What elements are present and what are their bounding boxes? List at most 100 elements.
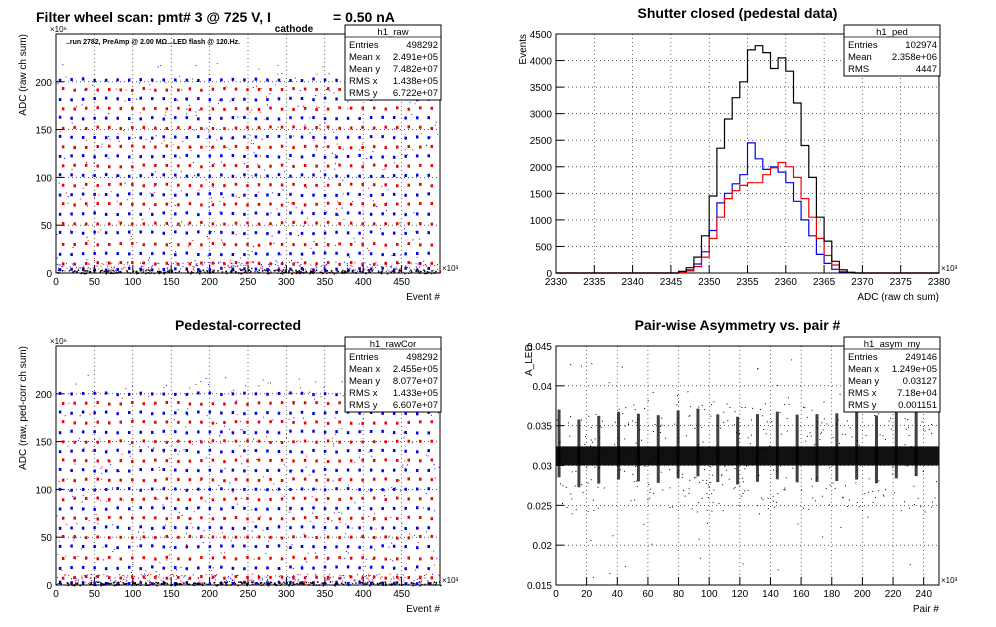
point-outlier [693,477,695,479]
point-on [116,174,119,178]
point-off [349,182,353,186]
point-outlier [559,442,561,444]
point-outlier [780,433,782,435]
point-stray [412,239,414,241]
point-outlier [713,401,715,403]
point-stray [183,576,185,578]
point-stray [153,403,155,405]
point-on [174,193,177,197]
point-stray [118,140,120,142]
point-outlier [722,510,724,512]
point-stray [81,268,83,270]
point-outlier [859,455,861,457]
y-axis-title: ADC (raw, ped-corr ch sum) [18,346,29,470]
point-stray [306,576,308,578]
point-off [395,242,399,246]
point-base [384,581,387,583]
point-base [347,270,349,273]
point-on [197,213,200,217]
point-outlier [635,422,637,424]
point-off [200,220,203,224]
point-outlier [829,504,831,506]
point-stray [282,582,284,584]
point-stray [424,574,426,576]
point-on [346,116,350,120]
point-stray [287,202,289,204]
x-tick-label: 50 [89,277,101,288]
point-on [415,565,419,569]
point-base [262,269,264,272]
point-on [139,567,142,571]
point-stray [192,574,194,576]
y-tick-label: 0 [46,269,52,280]
point-outlier [727,458,729,460]
point-off [188,534,192,538]
x-tick-label: 160 [793,589,810,600]
point-stray [108,500,110,502]
point-on [323,96,327,100]
point-stray [414,535,416,537]
point-on [358,430,361,434]
point-on [197,526,200,530]
point-outlier [844,434,846,436]
point-stray [428,212,430,214]
point-off [200,203,203,207]
point-on [346,487,350,491]
point-stray [207,261,209,263]
point-stray [434,468,436,470]
point-stray [324,272,326,274]
point-on [162,211,166,215]
point-on [254,252,258,256]
point-outlier [688,488,690,490]
point-on [70,78,73,82]
point-stray [155,171,157,173]
point-base [113,272,115,275]
stats-label: Mean [848,52,872,63]
point-on [243,267,246,271]
point-stray [90,573,92,575]
point-stray [84,575,86,577]
point-stray [213,577,215,579]
point-stray [357,574,359,576]
x-tick-label: 2330 [545,277,568,288]
point-stray [117,136,119,138]
point-on [404,252,407,256]
point-on [404,567,407,571]
point-base [123,583,126,585]
point-stray [384,203,386,205]
point-base [196,271,199,273]
point-stray [148,267,150,269]
point-stray [259,127,261,129]
point-off [246,221,249,225]
point-on [277,117,281,121]
header-suffix: = 0.50 nA [333,9,395,25]
point-on [185,153,189,157]
point-off [338,106,341,110]
point-base [360,581,363,584]
point-stray [254,526,256,528]
point-on [151,97,154,101]
point-stray [173,575,175,577]
point-base [371,270,374,272]
point-on [289,546,292,550]
point-on [266,117,269,121]
point-stray [87,582,89,584]
point-outlier [809,432,811,434]
point-stray [165,385,167,387]
point-stray [272,419,274,421]
point-stray [97,231,99,233]
point-outlier [868,478,870,480]
point-base [424,272,427,274]
point-stray [94,583,96,585]
point-on [427,487,430,491]
point-on [127,507,131,511]
point-outlier [846,420,848,422]
x-axis-title: Event # [406,292,440,303]
stats-value: 2.358e+06 [892,52,937,63]
point-on [139,117,142,121]
point-stray [278,267,280,269]
point-outlier [716,469,718,471]
x-tick-label: 120 [731,589,748,600]
point-outlier [932,501,934,503]
point-stray [229,100,231,102]
